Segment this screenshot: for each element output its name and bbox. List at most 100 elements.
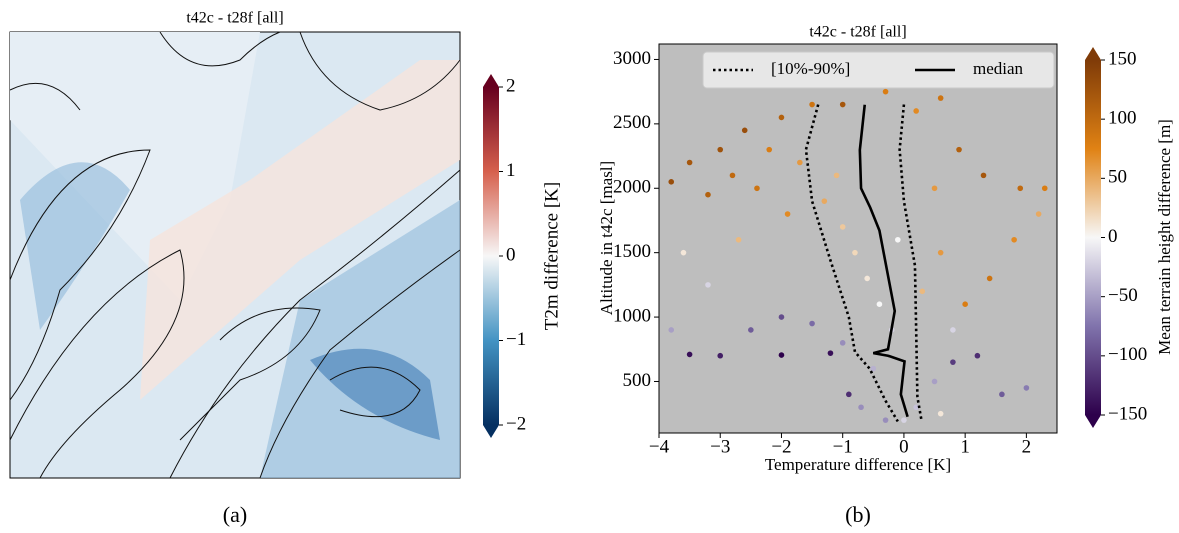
colorbar-label: T2m difference [K]	[541, 182, 562, 330]
colorbar-tick-label: −50	[1108, 285, 1138, 306]
x-tick-label: 1	[960, 436, 970, 457]
scatter-point	[821, 198, 828, 204]
scatter-point	[1035, 211, 1042, 217]
scatter-point	[827, 350, 834, 356]
scatter-point	[950, 327, 956, 333]
scatter-point	[754, 185, 760, 192]
scatter-point	[937, 410, 944, 417]
scatter-point	[882, 417, 889, 423]
scatter-point	[956, 146, 962, 153]
scatter-point	[809, 320, 815, 327]
scatter-point	[668, 327, 675, 333]
x-axis-label: Temperature difference [K]	[765, 455, 951, 474]
colorbar-tick-label: 0	[506, 244, 516, 265]
colorbar-tick-label: 2	[506, 75, 516, 96]
y-tick-label: 500	[623, 370, 652, 391]
colorbar	[1085, 60, 1101, 415]
colorbar-tick-label: 1	[506, 160, 516, 181]
scatter-point	[686, 159, 693, 166]
scatter-point	[1041, 185, 1048, 192]
scatter-point	[778, 114, 785, 121]
scatter-point	[839, 101, 846, 108]
colorbar-tick-label: 150	[1108, 48, 1137, 69]
scatter-point	[950, 359, 956, 365]
scatter-point	[901, 417, 907, 423]
scatter-point	[839, 224, 846, 230]
scatter-point	[729, 172, 736, 179]
colorbar-extend	[1085, 415, 1101, 428]
scatter-point	[686, 351, 693, 358]
caption: (b)	[845, 502, 871, 527]
scatter-point	[717, 146, 724, 153]
scatter-point	[864, 275, 870, 282]
scatter-point	[680, 249, 687, 256]
colorbar-tick-label: −100	[1108, 344, 1147, 365]
colorbar-extend	[483, 74, 499, 87]
plot-title: t42c - t28f [all]	[809, 24, 906, 41]
scatter-point	[778, 314, 785, 320]
scatter-point	[858, 404, 864, 411]
scatter-point	[931, 378, 938, 385]
y-axis-label: Altitude in t42c [masl]	[597, 161, 616, 315]
scatter-point	[1011, 236, 1017, 243]
scatter-point	[705, 282, 711, 288]
line	[898, 104, 923, 422]
scatter-point	[980, 172, 987, 179]
colorbar	[483, 87, 499, 425]
scatter-point	[1017, 185, 1024, 192]
scatter-point	[809, 101, 815, 108]
caption: (a)	[223, 502, 247, 527]
scatter-point	[748, 327, 754, 333]
scatter-point	[839, 340, 846, 346]
scatter-point	[882, 88, 889, 95]
scatter-point	[797, 159, 803, 166]
scatter-point	[784, 211, 791, 217]
x-tick-label: −3	[710, 436, 730, 457]
points	[668, 88, 1048, 423]
colorbar-extend	[483, 425, 499, 438]
colorbar-tick-label: 100	[1108, 108, 1137, 129]
colorbar-tick-label: −150	[1108, 403, 1147, 424]
scatter-point	[870, 365, 877, 372]
scatter-point	[974, 352, 981, 359]
scatter-point	[919, 288, 926, 295]
scatter-point	[852, 249, 858, 256]
colorbar-tick-label: 50	[1108, 167, 1127, 188]
scatter-point	[937, 95, 944, 101]
line	[858, 104, 909, 418]
scatter-point	[895, 236, 901, 243]
colorbar-tick-label: −2	[506, 413, 526, 434]
legend	[702, 51, 1055, 89]
y-tick-label: 1500	[613, 241, 651, 262]
scatter-point	[741, 127, 748, 134]
legend-label: [10%-90%]	[771, 59, 850, 78]
scatter-point	[876, 301, 883, 307]
legend-label: median	[973, 59, 1024, 78]
scatter-point	[717, 352, 724, 359]
scatter-point	[931, 185, 938, 192]
y-tick-label: 2500	[613, 112, 651, 133]
y-tick-label: 2000	[613, 177, 651, 198]
x-tick-label: −2	[771, 436, 791, 457]
scatter-point	[766, 146, 773, 153]
x-tick-label: −1	[833, 436, 853, 457]
colorbar-tick-label: −1	[506, 329, 526, 350]
scatter-point	[705, 191, 711, 198]
x-tick-label: −4	[649, 436, 670, 457]
scatter-point	[913, 404, 919, 411]
scatter-point	[937, 249, 944, 256]
scatter-point	[962, 301, 968, 307]
scatter-point	[999, 391, 1005, 398]
scatter-point	[833, 172, 840, 179]
map-title: t42c - t28f [all]	[186, 10, 283, 27]
scatter-point	[735, 236, 742, 243]
map	[9, 31, 461, 479]
colorbar-extend	[1085, 47, 1101, 60]
scatter-point	[778, 352, 785, 358]
plot-area	[658, 43, 1058, 434]
scatter-point	[986, 275, 993, 282]
scatter-point	[846, 391, 852, 398]
x-tick-label: 2	[1022, 436, 1032, 457]
y-tick-label: 1000	[613, 305, 651, 326]
